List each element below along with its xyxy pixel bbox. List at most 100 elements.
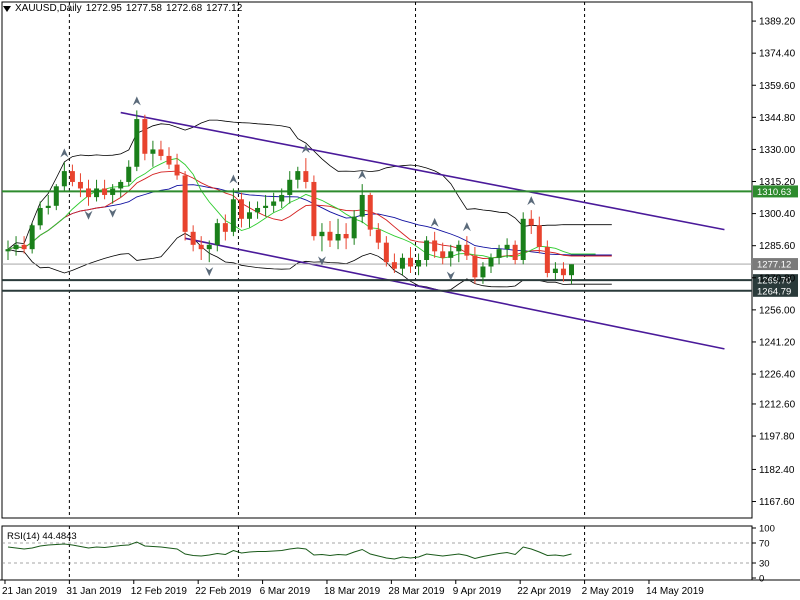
candle-body <box>545 247 550 273</box>
x-tick-label: 18 Mar 2019 <box>324 586 381 597</box>
candle-body <box>368 195 373 230</box>
candle-body <box>360 195 365 217</box>
x-tick-label: 14 May 2019 <box>646 586 704 597</box>
candle-body <box>376 230 381 243</box>
candle-body <box>336 234 341 241</box>
candle-body <box>537 225 542 247</box>
candle-body <box>142 119 147 154</box>
fractal-up-arrow <box>463 222 471 231</box>
candle-body <box>416 260 421 267</box>
candle-body <box>472 256 477 278</box>
candle-body <box>167 156 172 165</box>
y-tick-label: 1167.60 <box>759 497 795 508</box>
candle-body <box>215 223 220 245</box>
candle-body <box>175 165 180 176</box>
y-tick-label: 1226.40 <box>759 370 796 381</box>
fractal-up-arrow <box>431 218 439 227</box>
y-tick-label: 1359.60 <box>759 81 796 92</box>
candle-body <box>521 219 526 260</box>
candle-body <box>569 264 574 275</box>
candle-body <box>14 245 19 249</box>
rsi-tick-label: 30 <box>759 559 770 570</box>
candle-body <box>22 245 27 249</box>
candle-body <box>513 245 518 260</box>
candle-body <box>271 201 276 205</box>
candle-body <box>279 195 284 202</box>
x-tick-label: 9 Apr 2019 <box>453 586 502 597</box>
candle-body <box>38 208 43 225</box>
y-tick-label: 1256.00 <box>759 305 796 316</box>
x-tick-label: 6 Mar 2019 <box>260 586 311 597</box>
y-tick-label: 1285.60 <box>759 241 796 252</box>
candle-body <box>183 175 188 231</box>
fractal-down-arrow <box>109 209 117 218</box>
y-tick-label: 1182.40 <box>759 465 795 476</box>
candle-body <box>191 232 196 245</box>
candle-body <box>239 199 244 219</box>
y-tick-label: 1315.20 <box>759 177 796 188</box>
x-tick-label: 28 Mar 2019 <box>388 586 445 597</box>
candle-body <box>553 269 558 273</box>
candle-body <box>529 219 534 226</box>
rsi-tick-label: 0 <box>759 574 764 585</box>
candle-body <box>62 171 67 186</box>
y-tick-label: 1212.60 <box>759 399 796 410</box>
candle-body <box>392 262 397 269</box>
fractal-down-arrow <box>205 267 213 276</box>
candle-body <box>303 171 308 182</box>
fractal-up-arrow <box>358 170 366 179</box>
level-tag-text: 1264.79 <box>757 286 791 297</box>
candle-body <box>54 186 59 206</box>
candle-body <box>400 258 405 269</box>
rsi-tick-label: 70 <box>759 539 770 550</box>
y-tick-label: 1270.80 <box>759 273 796 284</box>
level-tag-text: 1277.12 <box>757 260 791 271</box>
rsi-line <box>8 542 572 559</box>
candle-body <box>94 188 99 197</box>
x-tick-label: 2 May 2019 <box>582 586 635 597</box>
candle-body <box>287 180 292 195</box>
fractal-up-arrow <box>60 148 68 157</box>
y-tick-label: 1374.40 <box>759 49 796 60</box>
y-tick-label: 1197.80 <box>759 432 795 443</box>
candle-body <box>263 206 268 208</box>
rsi-tick-label: 100 <box>759 524 775 535</box>
candle-body <box>46 206 51 208</box>
candle-body <box>424 240 429 260</box>
candle-body <box>231 199 236 232</box>
candle-body <box>432 240 437 251</box>
fractal-up-arrow <box>133 96 141 105</box>
candle-body <box>150 149 155 153</box>
candle-body <box>255 208 260 212</box>
candle-body <box>311 182 316 236</box>
y-tick-label: 1330.00 <box>759 145 796 156</box>
candle-body <box>344 234 349 238</box>
x-tick-label: 22 Apr 2019 <box>517 586 571 597</box>
candle-body <box>561 269 566 276</box>
y-tick-label: 1389.20 <box>759 17 796 28</box>
candle-body <box>30 225 35 249</box>
candle-body <box>118 182 123 189</box>
y-tick-label: 1344.80 <box>759 113 796 124</box>
x-tick-label: 12 Feb 2019 <box>131 586 188 597</box>
candle-body <box>126 167 131 182</box>
fractal-down-arrow <box>85 211 93 220</box>
candle-body <box>352 217 357 239</box>
candle-body <box>247 212 252 219</box>
candle-body <box>6 249 11 251</box>
candle-body <box>456 245 461 252</box>
candle-body <box>86 188 91 197</box>
channel-upper-line[interactable] <box>121 113 725 230</box>
candle-body <box>480 267 485 278</box>
candle-body <box>134 119 139 167</box>
fractal-down-arrow <box>447 272 455 281</box>
y-tick-label: 1241.20 <box>759 337 796 348</box>
candle-body <box>295 171 300 180</box>
candle-body <box>489 258 494 267</box>
candle-body <box>448 251 453 258</box>
x-tick-label: 22 Feb 2019 <box>195 586 252 597</box>
x-tick-label: 21 Jan 2019 <box>2 586 57 597</box>
x-tick-label: 31 Jan 2019 <box>66 586 121 597</box>
candle-body <box>78 182 83 189</box>
